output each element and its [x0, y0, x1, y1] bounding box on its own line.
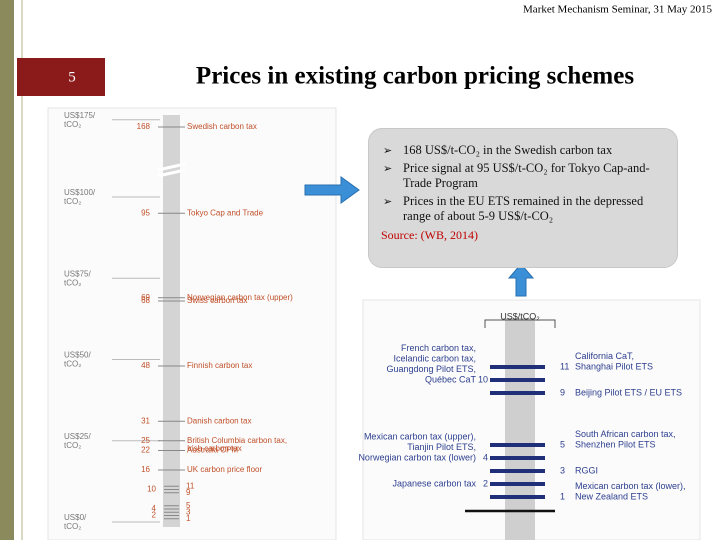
left-scale-bar	[163, 115, 180, 527]
scheme-label: Shenzhen Pilot ETS	[575, 439, 656, 449]
scheme-label: UK carbon price floor	[187, 465, 262, 474]
price-value: 10	[478, 374, 488, 384]
price-bar	[490, 391, 545, 395]
scheme-label: Icelandic carbon tax,	[393, 353, 476, 363]
scheme-label: New Zealand ETS	[575, 491, 648, 501]
scheme-label: Mexican carbon tax (lower),	[575, 481, 686, 491]
scheme-label: Japanese carbon tax	[392, 478, 476, 488]
bullet: 168 US$/t-CO₂ in the Swedish carbon tax	[383, 143, 663, 158]
source: Source: (WB, 2014)	[381, 228, 478, 242]
price-bar	[490, 456, 545, 460]
price-value: 1	[186, 514, 191, 523]
right-arrow	[304, 176, 360, 204]
slide-number: 5	[68, 69, 76, 85]
up-arrow	[507, 263, 535, 297]
scheme-label: Norwegian carbon tax (upper)	[187, 293, 293, 302]
slide-title: Prices in existing carbon pricing scheme…	[196, 63, 634, 90]
scheme-label: French carbon tax,	[401, 343, 476, 353]
right-scale-bar	[505, 318, 535, 540]
scheme-label: British Columbia carbon tax,	[187, 436, 287, 445]
price-value: 5	[560, 439, 565, 449]
axis-label: US$0/	[64, 513, 87, 522]
axis-label: US$75/	[64, 269, 91, 278]
price-bar	[490, 469, 545, 473]
price-value: 69	[141, 293, 150, 302]
scheme-label: Swiss carbon tax	[187, 296, 247, 305]
price-value: 5	[186, 501, 191, 510]
price-value: 3	[560, 465, 565, 475]
scheme-label: Shanghai Pilot ETS	[575, 361, 653, 371]
price-value: 4	[483, 452, 488, 462]
axis-label: US$50/	[64, 351, 91, 360]
scheme-label: California CaT,	[575, 351, 634, 361]
price-value: 9	[560, 387, 565, 397]
scheme-label: Québec CaT	[425, 374, 477, 384]
axis-label: tCO₂	[64, 360, 81, 369]
scale-bracket	[484, 319, 556, 328]
price-bar	[490, 443, 545, 447]
scale-break	[157, 162, 186, 178]
left-chart-panel	[47, 107, 337, 540]
price-value: 2	[152, 511, 157, 520]
price-value: 4	[152, 504, 157, 513]
price-value: 168	[137, 122, 151, 131]
axis-label: tCO₂	[64, 120, 81, 129]
price-value: 11	[186, 481, 195, 490]
price-bar	[490, 482, 545, 486]
scheme-label: Tianjin Pilot ETS,	[407, 442, 476, 452]
scheme-label: Danish carbon tax	[187, 416, 251, 425]
price-value: 16	[141, 465, 150, 474]
bullet-list: 168 US$/t-CO₂ in the Swedish carbon tax …	[381, 143, 663, 224]
bullet: Prices in the EU ETS remained in the dep…	[383, 194, 663, 224]
price-value: 9	[186, 488, 191, 497]
scheme-label: Guangdong Pilot ETS,	[386, 364, 476, 374]
axis-label: tCO₂	[64, 278, 81, 287]
scheme-label: Irish carbon tax	[187, 444, 242, 453]
price-bar	[490, 495, 545, 499]
scheme-label: Finnish carbon tax	[187, 361, 252, 370]
price-value: 11	[560, 361, 569, 371]
title-box	[115, 58, 715, 96]
price-value: 10	[147, 485, 156, 494]
price-value: 22	[141, 446, 150, 455]
axis-label: US$25/	[64, 432, 91, 441]
price-bar	[490, 378, 545, 382]
axis-label: tCO₂	[64, 522, 81, 531]
scheme-label: Tokyo Cap and Trade	[187, 208, 264, 217]
seminar-caption: Market Mechanism Seminar, 31 May 2015	[523, 4, 712, 16]
scheme-label: South African carbon tax,	[575, 429, 676, 439]
slide-number-box	[17, 58, 105, 96]
price-bar	[490, 365, 545, 369]
scheme-label: Australia CPM	[187, 446, 238, 455]
axis-label: US$175/	[64, 111, 96, 120]
axis-label: tCO₂	[64, 441, 81, 450]
price-value: 48	[141, 361, 150, 370]
side-band	[0, 0, 14, 540]
price-value: 2	[483, 478, 488, 488]
scheme-label: RGGI	[575, 465, 598, 475]
axis-label: tCO₂	[64, 197, 81, 206]
price-value: 3	[186, 507, 191, 516]
price-value: 95	[141, 208, 150, 217]
axis-label: US$100/	[64, 188, 96, 197]
scheme-label: Swedish carbon tax	[187, 122, 257, 131]
scheme-label: Beijing Pilot ETS / EU ETS	[575, 387, 682, 397]
price-value: 1	[560, 491, 565, 501]
scheme-label: Norwegian carbon tax (lower)	[358, 452, 476, 462]
price-value: 25	[141, 436, 150, 445]
scheme-label: Mexican carbon tax (upper),	[364, 431, 476, 441]
callout: 168 US$/t-CO₂ in the Swedish carbon tax …	[368, 128, 678, 268]
scale-title: US$/tCO₂	[500, 311, 540, 321]
price-value: 68	[141, 296, 150, 305]
bullet: Price signal at 95 US$/t-CO₂ for Tokyo C…	[383, 161, 663, 191]
price-value: 31	[141, 416, 150, 425]
